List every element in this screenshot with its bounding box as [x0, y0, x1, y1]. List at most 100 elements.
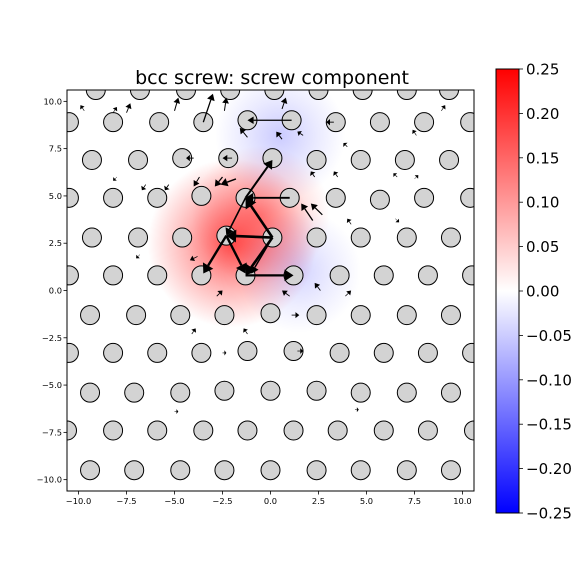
colorbar [495, 68, 520, 514]
x-tick-label: 2.5 [312, 496, 325, 506]
atom-marker [67, 112, 79, 133]
atom-marker [85, 90, 106, 100]
y-tick-label: 10.0 [44, 96, 62, 106]
displacement-arrow [441, 105, 446, 111]
atom-marker [439, 90, 460, 100]
displacement-arrow [276, 131, 283, 140]
atom-marker [414, 112, 435, 133]
atom-marker [264, 90, 285, 100]
colorbar-tick-label: 0.25 [526, 61, 559, 79]
atom-marker [394, 149, 415, 170]
atom-marker [369, 112, 390, 133]
displacement-arrow [343, 142, 348, 148]
atom-marker [103, 342, 124, 363]
atom-marker [440, 227, 461, 248]
atom-marker [191, 185, 212, 206]
displacement-arrow [314, 282, 321, 291]
atom-marker [306, 305, 327, 326]
atom-marker [460, 112, 474, 133]
atom-marker [462, 265, 474, 286]
displacement-arrow [414, 175, 419, 180]
displacement-arrow [202, 235, 228, 274]
displacement-arrow [225, 197, 247, 236]
y-tick-label: −7.5 [42, 427, 62, 437]
displacement-arrow [191, 328, 197, 335]
displacement-arrow [247, 116, 292, 125]
atom-marker [396, 460, 417, 481]
displacement-arrow [245, 197, 274, 239]
x-tick-label: 5.0 [360, 496, 373, 506]
atom-marker [396, 382, 417, 403]
atom-marker [396, 305, 417, 326]
displacement-arrow [297, 130, 304, 137]
displacement-arrow [125, 103, 132, 113]
atom-marker [369, 189, 390, 210]
atom-marker [350, 227, 371, 248]
atom-marker [214, 305, 235, 326]
x-tick-label: −10.0 [66, 496, 91, 506]
colorbar-tick-label: −0.10 [526, 371, 572, 389]
displacement-arrow [225, 235, 247, 274]
displacement-arrow [136, 254, 141, 259]
atom-marker [237, 420, 258, 441]
atom-marker [462, 342, 474, 363]
atom-marker [396, 227, 417, 248]
x-tick-label: −7.5 [116, 496, 136, 506]
atom-marker [439, 149, 460, 170]
atom-marker [103, 265, 124, 286]
atom-marker [350, 149, 371, 170]
colorbar-tick-label: 0.10 [526, 194, 559, 212]
displacement-arrow [346, 218, 352, 225]
atom-marker [306, 149, 327, 170]
displacement-arrow [141, 184, 147, 191]
atom-marker [170, 460, 191, 481]
atom-marker [350, 305, 371, 326]
atom-marker [329, 265, 350, 286]
atom-marker [440, 382, 461, 403]
displacement-arrow [301, 203, 314, 221]
atom-marker [417, 265, 438, 286]
atom-marker [440, 460, 461, 481]
atom-marker [170, 382, 191, 403]
atom-marker [170, 305, 191, 326]
colorbar-tick-label: 0.00 [526, 283, 559, 301]
colorbar-tick-label: 0.15 [526, 149, 559, 167]
atom-marker [149, 112, 170, 133]
atom-marker [350, 460, 371, 481]
atom-marker [306, 380, 327, 401]
colorbar-tick-label: −0.25 [526, 505, 572, 523]
y-tick-label: 7.5 [49, 144, 62, 154]
colorbar-tick-label: −0.05 [526, 327, 572, 345]
atom-marker [126, 305, 147, 326]
displacement-arrow [243, 328, 248, 335]
displacement-arrow [222, 350, 227, 356]
atom-marker [373, 342, 394, 363]
displacement-arrow [80, 105, 85, 111]
x-tick-label: 10.0 [453, 496, 471, 506]
x-tick-label: −2.5 [212, 496, 232, 506]
displacement-arrow [326, 118, 334, 126]
atom-marker [306, 460, 327, 481]
atom-marker [103, 187, 124, 208]
atom-marker [147, 265, 168, 286]
displacement-arrow [345, 290, 352, 297]
atom-marker [373, 265, 394, 286]
displacement-arrow [220, 178, 237, 187]
atom-marker [147, 420, 168, 441]
atom-marker [260, 303, 281, 324]
atom-marker [80, 305, 101, 326]
atom-marker [260, 380, 281, 401]
displacement-arrow [186, 154, 194, 162]
displacement-arrow [412, 129, 417, 136]
atom-marker [81, 227, 102, 248]
y-tick-label: 2.5 [49, 238, 62, 248]
displacement-arrow [214, 176, 224, 187]
displacement-arrow [164, 184, 170, 191]
atom-marker [440, 305, 461, 326]
atom-marker [172, 227, 193, 248]
atom-marker [464, 420, 474, 441]
atom-marker [193, 112, 214, 133]
displacement-arrow [202, 93, 215, 123]
displacement-arrow [393, 173, 398, 178]
atom-marker [306, 227, 327, 248]
